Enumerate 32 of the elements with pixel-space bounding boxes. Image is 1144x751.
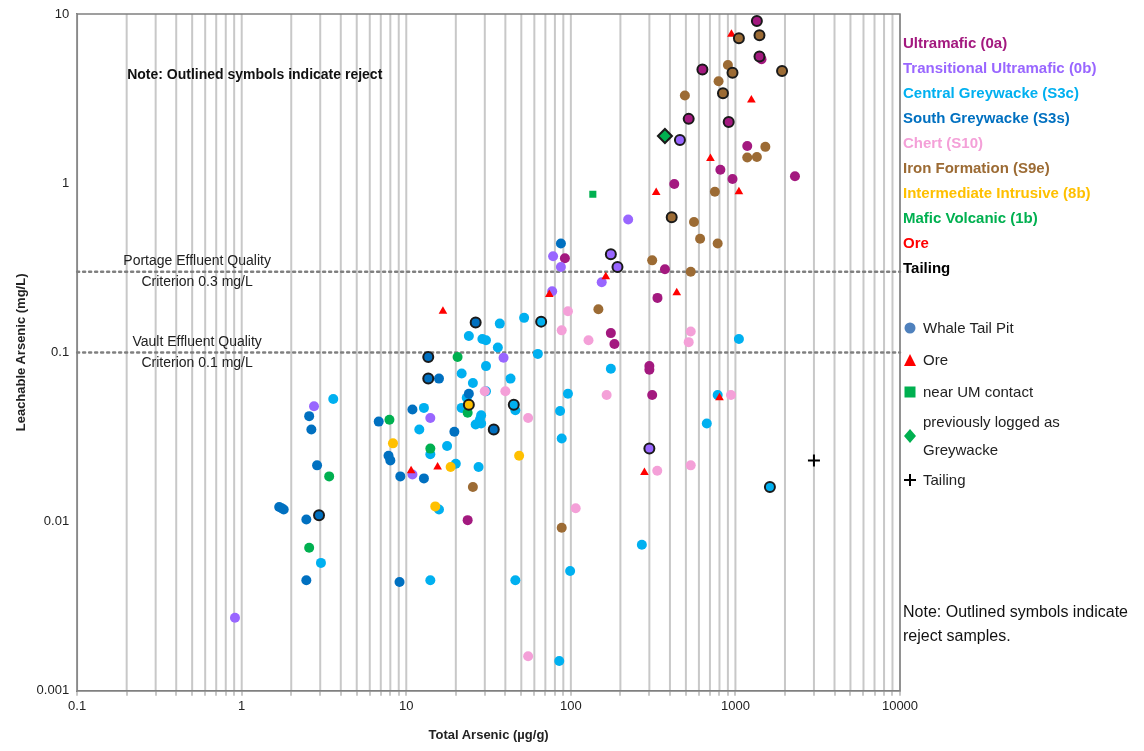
y-tick-label: 0.01	[43, 513, 70, 529]
text: Mafic Volcanic (1b)	[903, 208, 1039, 228]
annotation: Note: Outlined symbols indicate reject	[127, 65, 383, 82]
text: Central Greywacke (S3c)	[903, 83, 1080, 103]
text: South Greywacke (S3s)	[903, 108, 1071, 128]
x-tick-label: 100	[560, 698, 582, 714]
text: Chert (S10)	[903, 133, 985, 153]
y-tick-label: 0.001	[36, 682, 70, 698]
x-tick-label: 10000	[881, 698, 919, 714]
x-tick-label: 1000	[720, 698, 750, 714]
ref-line-label: Portage Effluent Quality Criterion 0.3 mg/L	[123, 252, 271, 290]
legend-label: Tailing	[923, 470, 966, 490]
text: Transitional Ultramafic (0b)	[903, 58, 1097, 78]
text: Tailing	[903, 259, 951, 276]
text: Note: Outlined symbols indicate reject samples.	[903, 602, 1129, 646]
text: Ultramafic (0a)	[903, 33, 1009, 53]
legend-label: near UM contact	[923, 382, 1034, 402]
y-axis-title: Leachable Arsenic (mg/L)	[13, 273, 29, 432]
y-tick-label: 10	[54, 5, 70, 21]
x-tick-label: 0.1	[68, 698, 87, 714]
x-tick-label: 1	[238, 698, 246, 714]
ref-line-label: Vault Effluent Quality Criterion 0.1 mg/L	[132, 332, 262, 370]
legend-label: previously logged as Greywacke	[923, 412, 1061, 460]
y-tick-label: 1	[61, 174, 70, 190]
x-axis-title: Total Arsenic (µg/g)	[428, 726, 549, 742]
x-tick-label: 10	[399, 698, 414, 714]
y-tick-label: 0.1	[51, 343, 70, 359]
legend-label: Ore	[923, 350, 949, 370]
text: Whale Tail Pit	[923, 318, 1014, 338]
text: Intermediate Intrusive (8b)	[903, 183, 1092, 203]
text: Ore	[903, 234, 929, 251]
text: Iron Formation (S9e)	[903, 158, 1051, 178]
